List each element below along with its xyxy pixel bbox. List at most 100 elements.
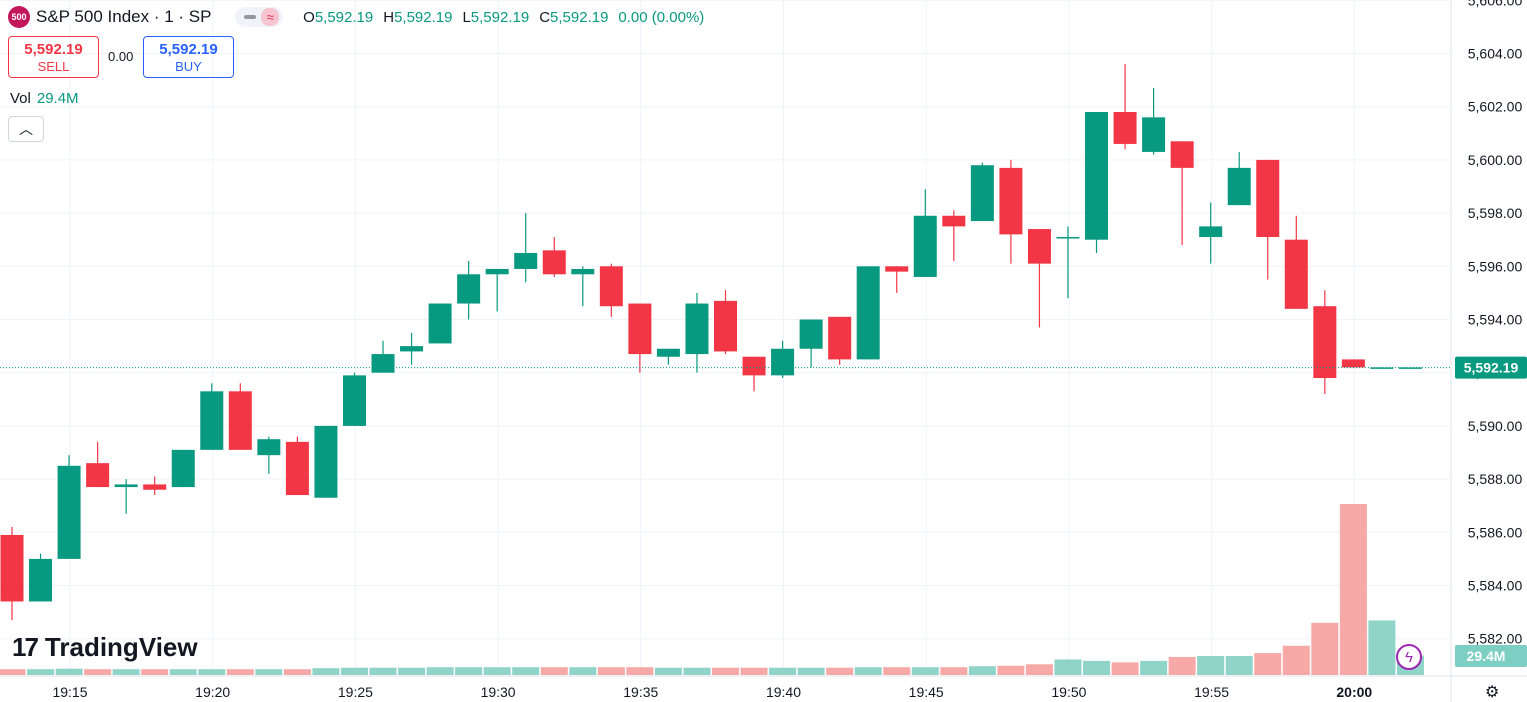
volume-bar [483,667,511,675]
lightning-icon[interactable]: ϟ [1396,644,1422,670]
sell-label: SELL [37,59,70,74]
y-tick-label: 5,594.00 [1468,312,1523,328]
volume-bar [740,667,768,675]
candle-body [428,303,452,344]
x-tick-label: 19:50 [1051,684,1086,700]
volume-bar [55,668,83,675]
volume-bar [597,667,625,675]
volume-bar [1368,620,1396,675]
candle-body [0,534,24,602]
volume-bar [255,669,283,675]
candle-body [714,300,737,352]
minus-icon [244,15,257,19]
volume-bar [769,667,797,675]
candle-body [514,253,538,269]
price-change: 0.00 (0.00%) [618,8,705,26]
volume-legend[interactable]: Vol 29.4M [10,90,79,107]
volume-bar [997,665,1025,675]
x-tick-label: 19:55 [1194,684,1229,700]
x-tick-label: 19:45 [909,684,944,700]
candle-body [885,266,909,272]
y-tick-label: 5,582.00 [1468,631,1523,647]
volume-bar [369,667,397,675]
candle-body [143,484,167,490]
sell-price: 5,592.19 [24,41,83,58]
volume-bar [712,667,739,675]
sell-button[interactable]: 5,592.19 SELL [8,36,99,78]
volume-bar [683,667,711,675]
candle-body [200,391,224,450]
volume-bar [883,667,911,675]
settings-icon[interactable]: ⚙ [1485,684,1500,701]
candle-body [314,425,338,498]
candle-body [1027,229,1051,264]
candle-body [571,268,595,275]
volume-bar [141,669,169,675]
y-tick-label: 5,590.00 [1468,418,1523,434]
candle-body [1313,306,1337,379]
wave-icon: ≈ [261,8,280,26]
volume-bar [0,669,26,675]
volume-bar [512,667,540,675]
market-status-pill[interactable]: ≈ [235,7,284,27]
y-tick-label: 5,598.00 [1468,205,1523,221]
x-tick-label: 19:30 [481,684,516,700]
volume-bar [1339,504,1367,675]
volume-bar [1311,622,1339,675]
ohlc-low: L5,592.19 [462,8,530,26]
buy-label: BUY [175,59,202,74]
candle-body [628,303,652,355]
volume-bar [198,669,226,675]
volume-bar [426,667,454,675]
spread-value: 0.00 [108,49,134,64]
y-tick-label: 5,588.00 [1468,471,1523,487]
y-tick-label: 5,596.00 [1468,258,1523,274]
buy-button[interactable]: 5,592.19 BUY [143,36,234,78]
candle-body [457,274,481,304]
candle-body [828,316,852,360]
tradingview-logo[interactable]: 17 TradingView [12,632,198,663]
volume-bar [340,667,368,675]
volume-bar [569,667,597,675]
volume-bar [1140,660,1168,675]
volume-tag-label: 29.4M [1467,648,1506,664]
candle-body [742,356,766,376]
symbol-title[interactable]: S&P 500 Index · 1 · SP [36,7,212,26]
candle-body [1284,239,1308,309]
volume-bar [797,667,825,675]
candle-body [656,348,680,357]
volume-bar [654,667,682,675]
volume-bar [226,669,254,675]
candle-body [1370,367,1394,369]
collapse-legend-button[interactable]: ︿ [8,116,44,142]
candle-body [371,354,395,373]
candle-body [400,346,424,352]
y-tick-label: 5,602.00 [1468,99,1523,115]
volume-bar [1083,660,1111,675]
volume-bar [1254,653,1282,675]
chart-legend: 500 S&P 500 Index · 1 · SP ≈ O5,592.19 H… [8,6,704,28]
volume-bar [968,666,996,675]
y-tick-label: 5,604.00 [1468,46,1523,62]
tradingview-logo-text: TradingView [44,632,198,662]
volume-bar [312,668,340,675]
buy-price: 5,592.19 [159,41,218,58]
candle-body [1170,141,1194,168]
y-tick-label: 5,586.00 [1468,524,1523,540]
ohlc-close: C5,592.19 [539,8,609,26]
x-tick-label: 19:40 [766,684,801,700]
candle-body [999,167,1023,235]
candle-body [257,439,281,456]
candle-body [485,268,509,275]
y-tick-label: 5,600.00 [1468,152,1523,168]
candle-body [1341,359,1365,368]
candle-body [1113,112,1137,144]
volume-bar [940,667,968,675]
candle-body [771,348,795,376]
volume-bar [626,667,654,675]
y-tick-label: 5,606.00 [1468,0,1523,8]
volume-bar [27,669,55,675]
candle-body [29,558,53,602]
candle-body [285,441,309,496]
